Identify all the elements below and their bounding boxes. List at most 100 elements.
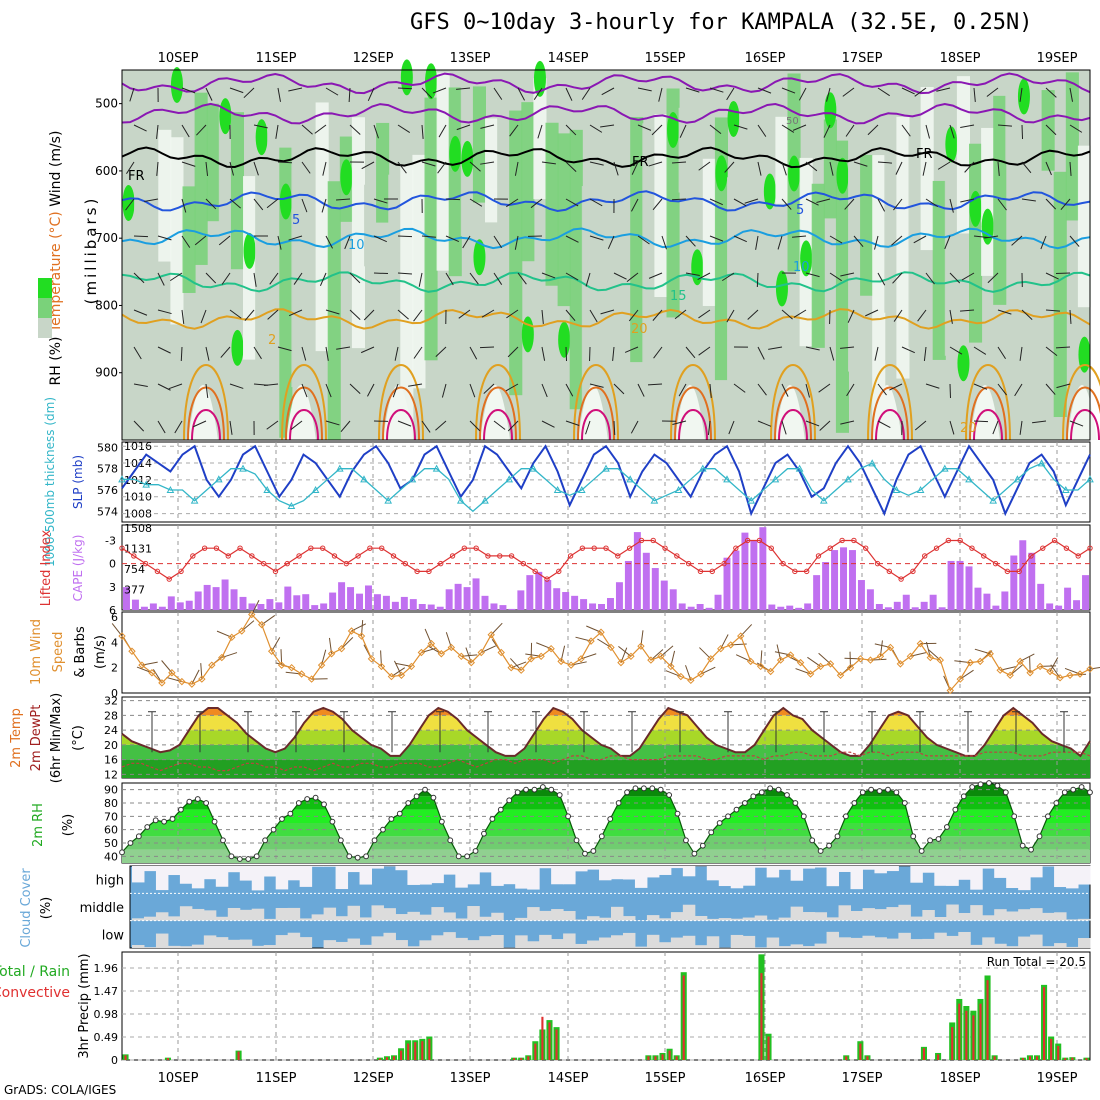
cape-bar xyxy=(687,606,695,610)
cape-bar xyxy=(123,587,130,610)
cloud-cover-bar xyxy=(838,937,851,948)
cloud-cover-bar xyxy=(239,866,253,881)
wind-barb xyxy=(205,161,209,176)
wind-barb xyxy=(949,124,955,139)
precip-convective-bar xyxy=(378,1058,381,1060)
date-label-bottom: 11SEP xyxy=(256,1071,297,1086)
wind-barb xyxy=(507,420,519,432)
wind-barb xyxy=(157,309,172,315)
cloud-cover-bar xyxy=(730,866,744,889)
rh-band xyxy=(884,110,898,313)
wind-barb xyxy=(793,309,807,318)
rh-plume xyxy=(872,385,902,440)
date-label-top: 12SEP xyxy=(353,51,394,66)
rh-marker xyxy=(380,826,386,833)
wind-speed-marker xyxy=(337,644,346,653)
wind-barb xyxy=(949,309,953,324)
pressure-tick-label: 700 xyxy=(95,231,118,245)
lifted-index-marker xyxy=(603,545,609,551)
rh-blob xyxy=(279,183,292,220)
rh-band xyxy=(739,100,753,269)
thickness-marker xyxy=(384,496,393,504)
wind-speed-marker xyxy=(188,680,196,688)
wind-barb xyxy=(698,346,711,356)
wind-barb xyxy=(914,87,927,97)
lifted-index-marker xyxy=(213,545,220,551)
cloud-cover-bar xyxy=(874,866,887,874)
wind-speed-marker xyxy=(746,657,755,666)
cloud-cover-bar xyxy=(299,866,313,887)
wind-speed-marker xyxy=(786,651,795,659)
rh-marker xyxy=(792,800,799,806)
rh-marker xyxy=(430,794,437,801)
rh-band xyxy=(303,101,317,234)
lifted-index-marker xyxy=(308,545,314,551)
wind-barb xyxy=(413,346,423,359)
contour-label: 5 xyxy=(796,203,804,218)
cloud-cover-bar xyxy=(790,866,804,881)
rh-marker xyxy=(1045,813,1051,820)
wind-barb xyxy=(264,383,279,386)
wind-barb xyxy=(269,272,279,285)
wind-barb xyxy=(397,420,412,427)
rh-marker xyxy=(573,837,580,844)
rh-band xyxy=(606,188,620,409)
wind-barb xyxy=(973,420,989,423)
lifted-index-marker xyxy=(1075,553,1081,559)
wind-speed-marker xyxy=(906,652,915,661)
cloud-cover-bar xyxy=(479,866,492,873)
date-label-bottom: 10SEP xyxy=(158,1071,199,1086)
wind-barb xyxy=(997,124,1012,127)
date-label-top: 14SEP xyxy=(548,51,589,66)
rh-marker xyxy=(986,780,992,786)
cape-bar xyxy=(875,604,883,610)
wind-barb xyxy=(648,161,663,167)
rh-marker xyxy=(329,818,336,825)
rh-marker xyxy=(817,848,824,854)
lifted-index-marker xyxy=(355,553,361,559)
wind-barb xyxy=(418,272,423,287)
wind-barb xyxy=(1019,420,1023,435)
rh-marker xyxy=(388,816,395,822)
wind-barb xyxy=(144,198,159,202)
rh-blob xyxy=(1017,78,1030,115)
date-label-bottom: 16SEP xyxy=(745,1071,786,1086)
wind-barb-10m xyxy=(807,656,821,667)
rh-marker xyxy=(438,818,445,825)
wind-barb xyxy=(1069,87,1074,102)
cape-bar xyxy=(418,604,426,610)
lifted-index-marker xyxy=(497,553,503,559)
rh-marker xyxy=(262,837,268,844)
rh-marker xyxy=(910,833,917,840)
cloud-cover-bar xyxy=(814,943,828,948)
cloud-row-label: low xyxy=(102,928,125,943)
wind-barb-10m xyxy=(490,622,503,636)
cape-bar xyxy=(347,587,355,610)
wind-barb xyxy=(506,198,519,208)
wind-barb xyxy=(679,124,687,138)
wind-barb xyxy=(757,346,765,360)
lifted-index-marker xyxy=(154,568,161,575)
wind-barb xyxy=(301,198,308,213)
cloud-cover-bar xyxy=(922,866,935,873)
lifted-index-marker xyxy=(178,568,184,575)
wind-barb xyxy=(997,383,1007,396)
rh-marker xyxy=(876,788,883,794)
wind-barb xyxy=(678,383,687,397)
wind-barb xyxy=(493,235,503,248)
rh-band xyxy=(630,116,644,363)
rh-blob xyxy=(715,155,728,192)
wind-barb xyxy=(205,87,213,101)
precip-convective-bar xyxy=(555,1029,558,1060)
temp-axis-label: 2m DewPt xyxy=(29,705,44,772)
rh-band xyxy=(206,103,220,222)
wind-speed-marker xyxy=(248,610,256,619)
thickness-marker xyxy=(965,475,973,483)
wind-barb xyxy=(509,124,519,137)
rh-axis-label: 2m RH xyxy=(31,803,46,847)
precip-convective-bar xyxy=(1050,1038,1053,1060)
wind-speed-marker xyxy=(287,663,296,672)
wind-barb xyxy=(997,309,1012,315)
precip-convective-bar xyxy=(520,1058,523,1060)
wind-speed-line xyxy=(121,613,1091,692)
